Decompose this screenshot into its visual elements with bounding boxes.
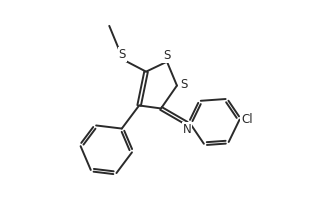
Text: S: S [180,78,187,91]
Text: S: S [163,49,171,62]
Text: N: N [183,123,191,136]
Text: S: S [119,48,126,61]
Text: Cl: Cl [241,113,253,126]
